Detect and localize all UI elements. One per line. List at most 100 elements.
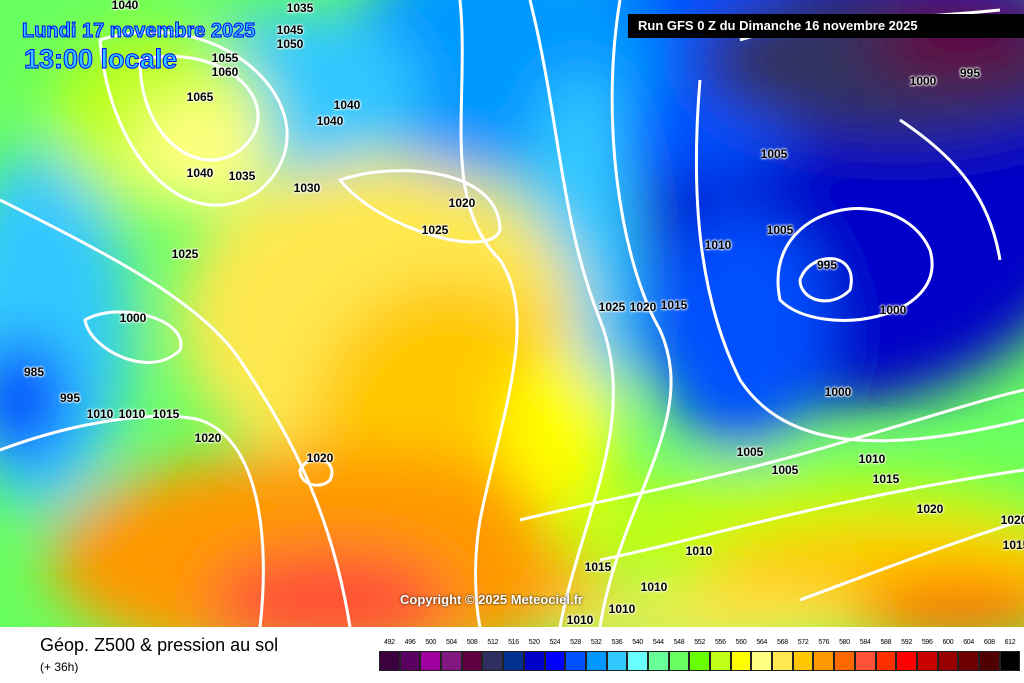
- legend-step: 588: [875, 639, 897, 671]
- weather-map: 1040 1035 1045 1050 1055 1060 1065 1040 1040 1040…: [0, 0, 1024, 627]
- legend-step: 580: [834, 639, 855, 671]
- isobar-label: 1010: [640, 580, 668, 594]
- legend-swatch: [668, 651, 690, 671]
- legend-swatch: [503, 651, 524, 671]
- isobar-label: 1000: [824, 385, 852, 399]
- color-scale-legend: 492 496 500 504 508 512 516 520 524 528 532 536 540 5…: [379, 639, 1021, 671]
- isobar-label: 1040: [316, 114, 344, 128]
- legend-value: 552: [694, 639, 706, 646]
- legend-step: 572: [792, 639, 814, 671]
- isobar-label: 1040: [111, 0, 139, 12]
- copyright: Copyright © 2025 Meteociel.fr: [400, 592, 583, 607]
- legend-swatch: [585, 651, 607, 671]
- legend-swatch: [792, 651, 814, 671]
- forecast-time: 13:00 locale: [23, 44, 178, 75]
- isobar-label: 1030: [293, 181, 321, 195]
- legend-step: 556: [710, 639, 731, 671]
- isobar-label: 995: [959, 66, 981, 80]
- isobar-label: 1020: [194, 431, 222, 445]
- isobar-label: 1025: [421, 223, 449, 237]
- legend-value: 540: [632, 639, 643, 646]
- isobar-label: 1025: [598, 300, 626, 314]
- isobar-label: 1020: [448, 196, 476, 210]
- legend-value: 504: [446, 639, 457, 646]
- legend-step: 496: [399, 639, 421, 671]
- isobar-label: 1035: [228, 169, 256, 183]
- legend-step: 600: [937, 639, 959, 671]
- legend-swatch: [875, 651, 897, 671]
- isobar-label: 1015: [660, 298, 688, 312]
- legend-swatch: [813, 651, 835, 671]
- isobar-label: 1005: [766, 223, 794, 237]
- legend-swatch: [482, 651, 504, 671]
- isobar-label: 1040: [186, 166, 214, 180]
- isobar-label: 1055: [211, 51, 239, 65]
- isobar-label: 1005: [760, 147, 788, 161]
- legend-step: 492: [379, 639, 400, 671]
- isobar-label: 1015: [872, 472, 900, 486]
- legend-step: 516: [503, 639, 524, 671]
- legend-step: 504: [441, 639, 462, 671]
- legend-swatch: [523, 651, 545, 671]
- legend-value: 568: [777, 639, 788, 646]
- legend-value: 520: [528, 639, 540, 646]
- legend-swatch: [730, 651, 752, 671]
- isobar-label: 985: [23, 365, 45, 379]
- legend-value: 512: [487, 639, 499, 646]
- forecast-date: Lundi 17 novembre 2025: [21, 20, 256, 43]
- isobar-label: 1015: [584, 560, 612, 574]
- legend-step: 584: [854, 639, 876, 671]
- legend-step: 560: [730, 639, 752, 671]
- legend-swatch: [565, 651, 586, 671]
- isobar-label: 1035: [286, 1, 314, 15]
- legend-step: 596: [916, 639, 938, 671]
- legend-step: 536: [606, 639, 628, 671]
- legend-step: 592: [896, 639, 917, 671]
- legend-value: 516: [508, 639, 519, 646]
- isobar-label: 1010: [566, 613, 594, 627]
- legend-step: 552: [689, 639, 710, 671]
- isobar-label: 1010: [704, 238, 732, 252]
- isobar-label: 1020: [629, 300, 657, 314]
- legend-value: 508: [466, 639, 478, 646]
- isobar-label: 1000: [879, 303, 907, 317]
- isobar-label: 995: [816, 258, 838, 272]
- legend-step: 608: [978, 639, 1000, 671]
- legend-swatch: [751, 651, 773, 671]
- legend-swatch: [420, 651, 442, 671]
- legend-value: 580: [839, 639, 850, 646]
- isobar-label: 1015: [1002, 538, 1024, 552]
- isobar-label: 1015: [152, 407, 180, 421]
- isobar-label: 1010: [86, 407, 114, 421]
- legend-step: 612: [999, 639, 1021, 671]
- isobar-label: 1010: [608, 602, 636, 616]
- legend-swatch: [854, 651, 876, 671]
- legend-swatch: [461, 651, 483, 671]
- legend-swatch: [647, 651, 669, 671]
- isobar-label: 1065: [186, 90, 214, 104]
- isobar-label: 1005: [736, 445, 764, 459]
- isobar-label: 1020: [306, 451, 334, 465]
- isobar-label: 1025: [171, 247, 199, 261]
- legend-value: 596: [921, 639, 933, 646]
- legend-value: 572: [797, 639, 809, 646]
- legend-footer: Géop. Z500 & pression au sol (+ 36h) 492…: [0, 627, 1024, 683]
- legend-value: 564: [756, 639, 768, 646]
- legend-step: 528: [565, 639, 586, 671]
- legend-swatch: [544, 651, 566, 671]
- model-run-label: Run GFS 0 Z du Dimanche 16 novembre 2025: [628, 14, 1024, 38]
- isobar-label: 1000: [119, 311, 147, 325]
- map-title: Géop. Z500 & pression au sol: [40, 635, 279, 655]
- legend-value: 532: [590, 639, 602, 646]
- geopotential-field: [0, 0, 1024, 627]
- legend-value: 592: [901, 639, 912, 646]
- legend-step: 548: [668, 639, 690, 671]
- legend-value: 608: [983, 639, 995, 646]
- legend-swatch: [689, 651, 710, 671]
- legend-swatch: [999, 651, 1021, 671]
- legend-swatch: [627, 651, 648, 671]
- legend-swatch: [937, 651, 959, 671]
- legend-value: 500: [425, 639, 437, 646]
- legend-step: 520: [523, 639, 545, 671]
- isobar-label: 1045: [276, 23, 304, 37]
